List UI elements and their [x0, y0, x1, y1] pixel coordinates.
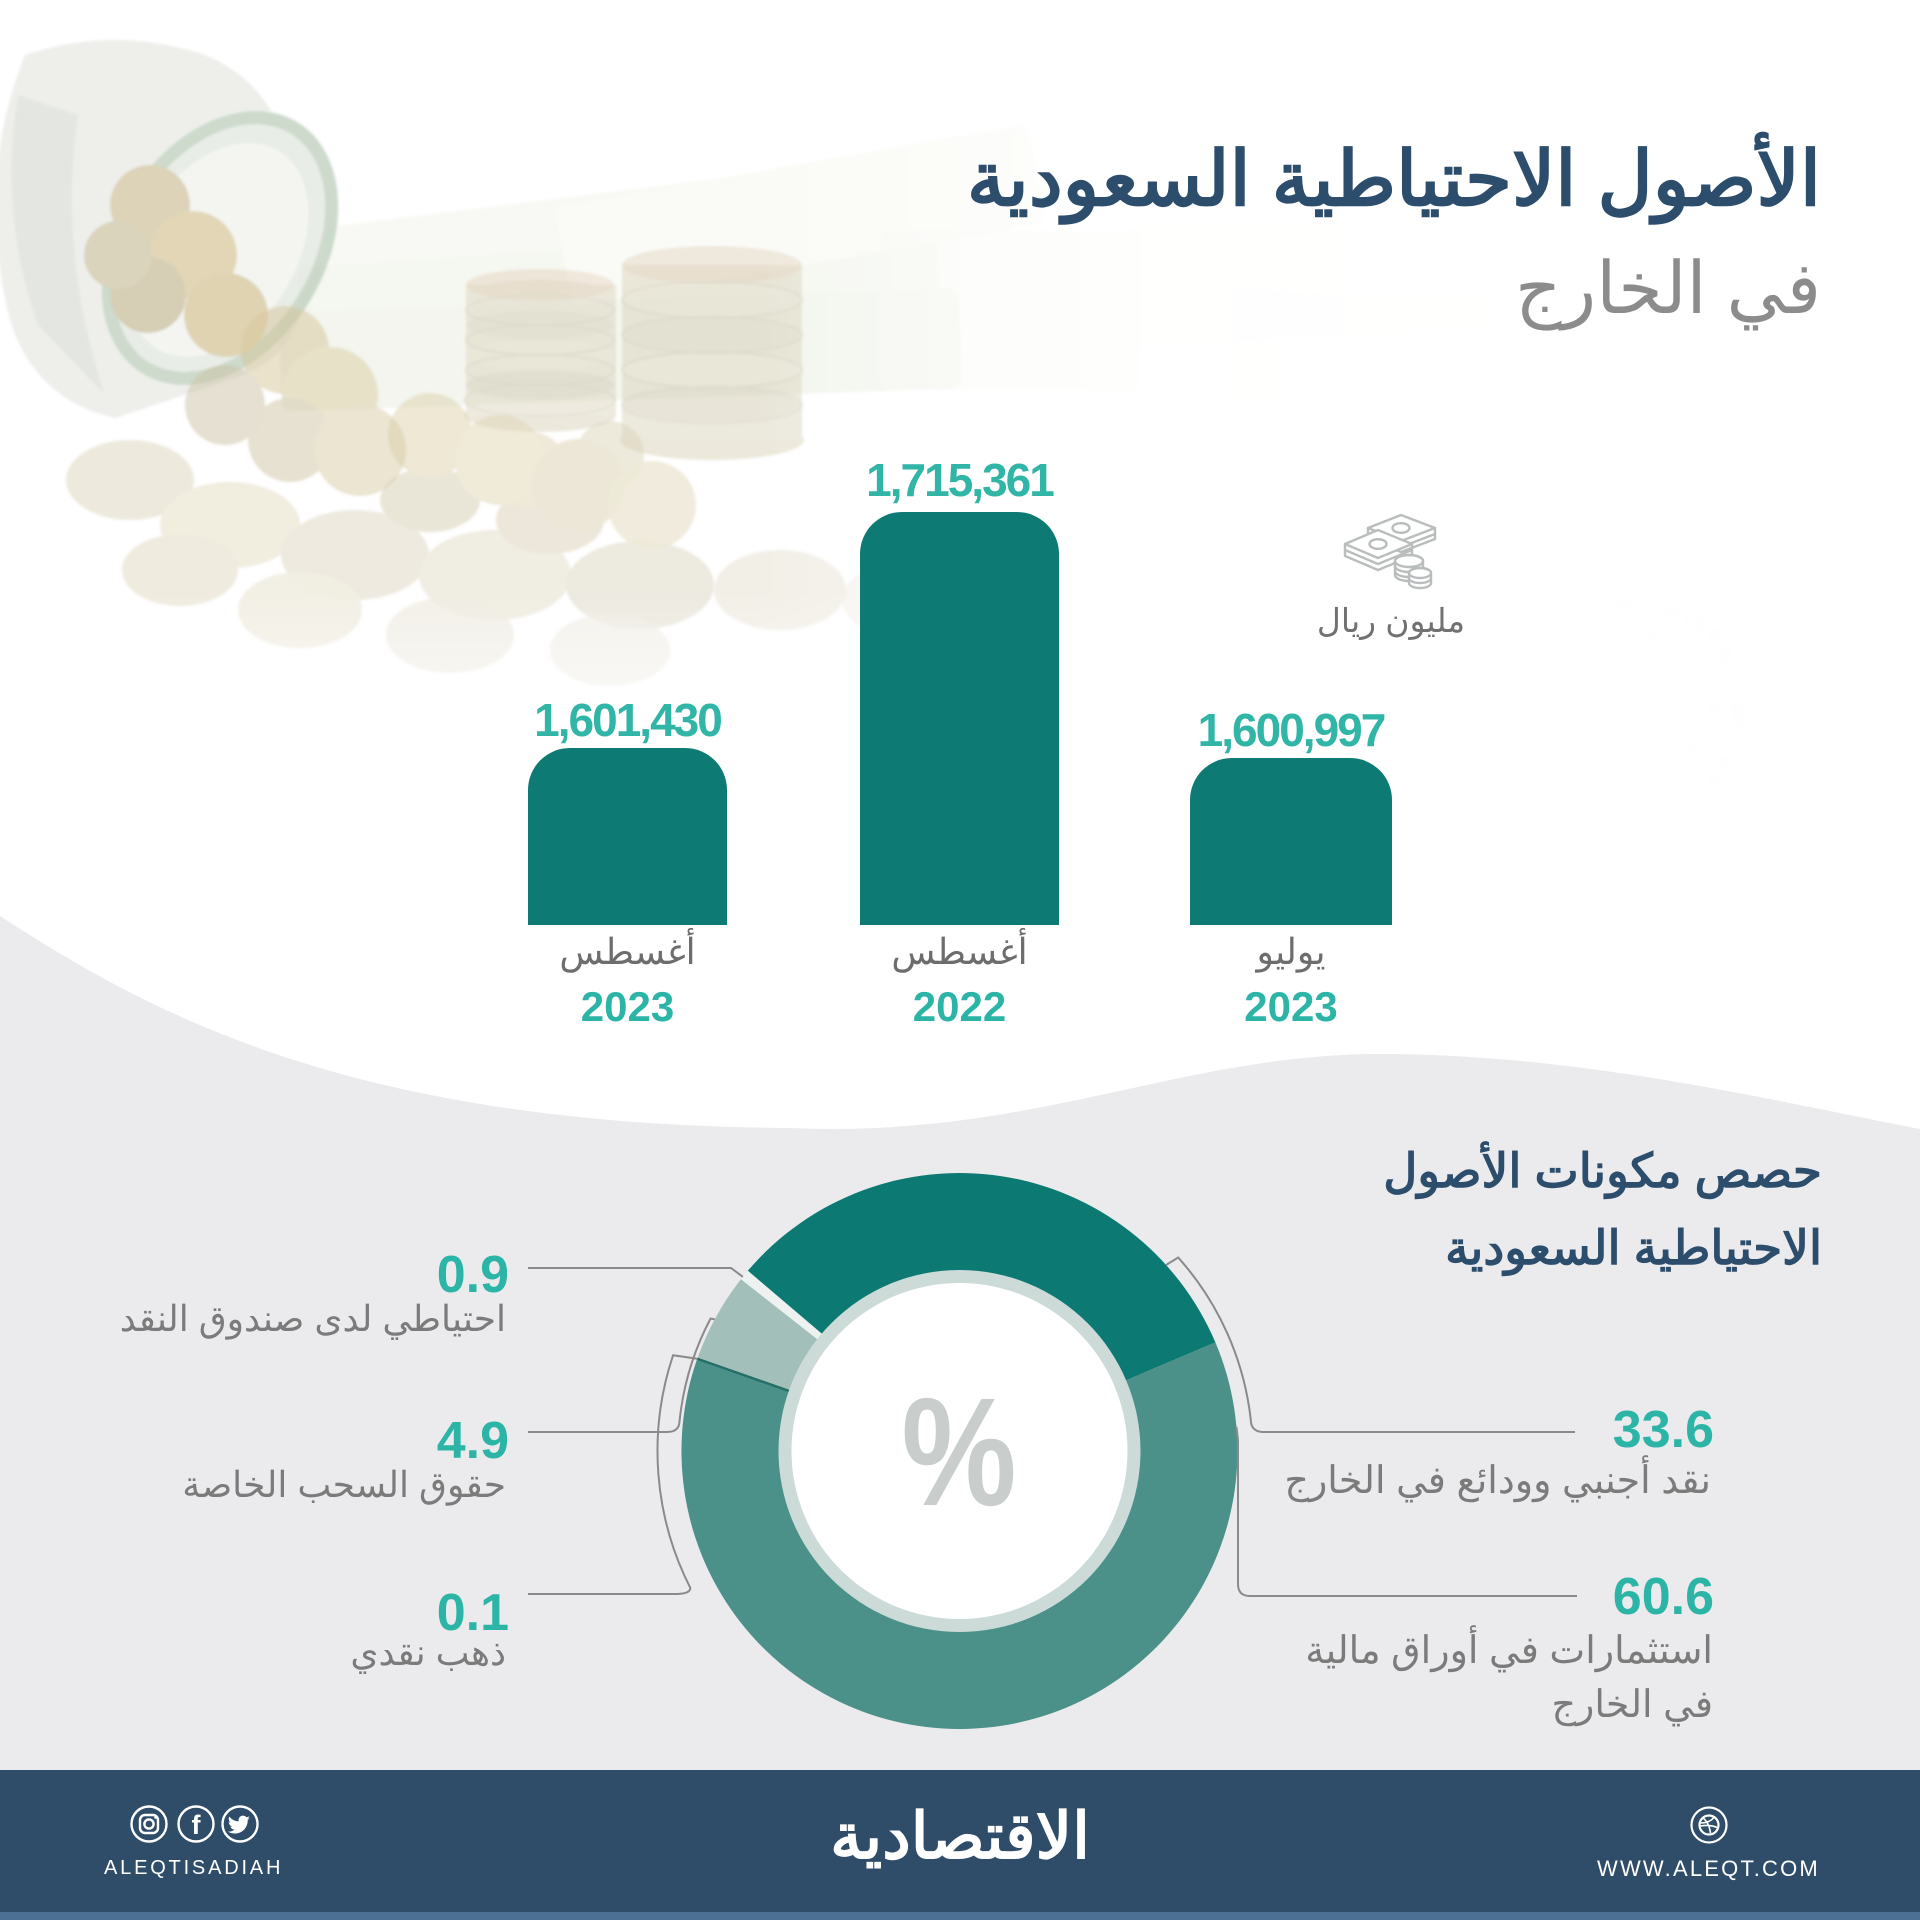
svg-text:f: f — [192, 1810, 202, 1840]
svg-text:%: % — [901, 1366, 1016, 1538]
